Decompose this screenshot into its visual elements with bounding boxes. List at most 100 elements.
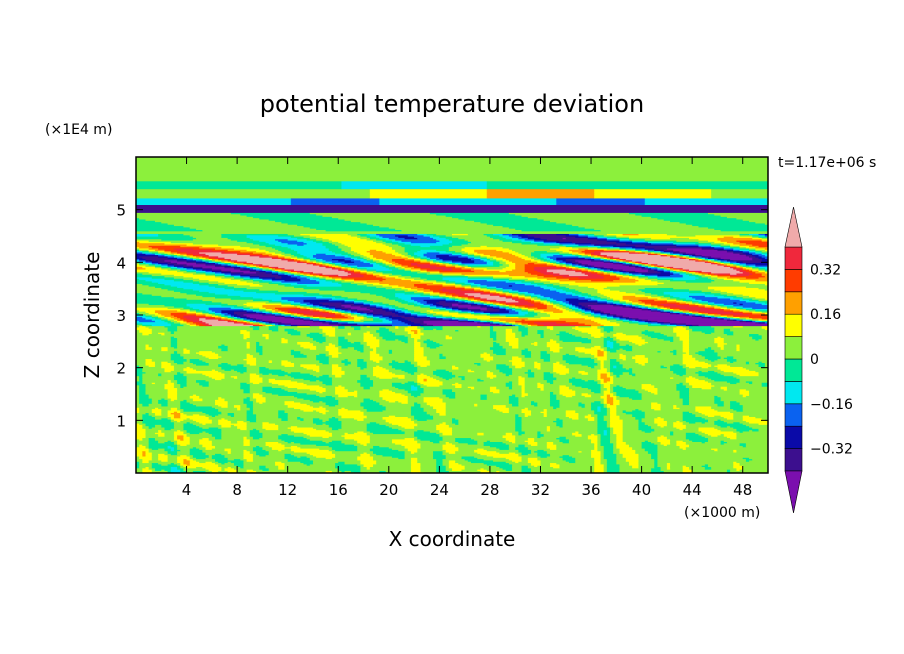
field-cell	[723, 401, 731, 404]
field-cell	[493, 320, 500, 323]
field-cell	[341, 420, 387, 423]
field-cell	[218, 409, 248, 412]
field-cell	[357, 395, 380, 398]
field-cell	[480, 320, 488, 323]
field-cell	[325, 407, 342, 410]
field-cell	[496, 470, 500, 473]
field-cell	[549, 462, 557, 465]
field-cell	[594, 445, 598, 448]
field-cell	[268, 325, 279, 328]
field-cell	[287, 390, 317, 392]
field-cell	[148, 345, 172, 348]
field-cell	[303, 397, 336, 400]
field-cell	[689, 334, 750, 337]
field-cell	[689, 342, 719, 345]
field-cell	[164, 384, 175, 387]
field-cell	[284, 455, 298, 458]
field-cell	[335, 397, 365, 400]
field-cell	[369, 438, 393, 441]
field-cell	[628, 321, 640, 324]
field-cell	[723, 341, 768, 344]
field-cell	[632, 413, 646, 416]
field-cell	[730, 469, 737, 471]
field-cell	[711, 405, 731, 408]
field-cell	[312, 337, 327, 340]
field-cell	[606, 330, 611, 333]
field-cell	[167, 459, 178, 462]
field-cell	[742, 466, 768, 469]
field-cell	[644, 449, 658, 452]
field-cell	[404, 328, 421, 331]
field-cell	[240, 404, 248, 407]
field-cell	[594, 365, 602, 367]
field-cell	[433, 455, 447, 458]
field-cell	[565, 395, 573, 398]
field-cell	[433, 457, 447, 460]
field-cell	[136, 361, 147, 363]
field-cell	[518, 382, 526, 385]
field-cell	[139, 329, 153, 332]
field-cell	[755, 370, 768, 373]
field-cell	[657, 449, 715, 452]
field-cell	[606, 347, 621, 350]
field-cell	[221, 405, 229, 408]
field-cell	[439, 353, 444, 356]
field-cell	[426, 403, 447, 406]
field-cell	[480, 354, 491, 357]
field-cell	[183, 399, 188, 402]
field-cell	[373, 463, 412, 466]
field-cell	[723, 433, 737, 436]
field-cell	[306, 354, 317, 357]
field-cell	[600, 407, 608, 410]
field-cell	[173, 433, 188, 436]
field-cell	[335, 449, 358, 452]
field-cell	[698, 411, 731, 414]
field-cell	[328, 409, 339, 412]
field-cell	[512, 394, 516, 396]
field-cell	[417, 459, 437, 462]
field-cell	[391, 447, 409, 450]
field-cell	[423, 350, 494, 353]
field-cell	[391, 359, 396, 362]
field-cell	[682, 342, 690, 345]
field-cell	[616, 349, 627, 352]
field-cell	[685, 351, 690, 354]
field-cell	[211, 457, 229, 460]
field-cell	[764, 321, 768, 324]
field-cell	[518, 450, 532, 453]
field-cell	[603, 465, 608, 468]
field-cell	[575, 457, 595, 460]
field-cell	[331, 447, 358, 450]
field-cell	[199, 321, 207, 324]
field-cell	[287, 374, 314, 377]
field-cell	[436, 466, 447, 469]
field-cell	[493, 404, 507, 407]
field-cell	[442, 392, 456, 395]
field-cell	[189, 401, 216, 404]
field-cell	[679, 336, 690, 338]
field-cell	[312, 454, 336, 457]
field-cell	[581, 405, 586, 408]
field-cell	[414, 349, 425, 352]
field-cell	[259, 367, 270, 370]
field-cell	[736, 432, 768, 435]
field-cell	[215, 459, 245, 462]
field-cell	[278, 325, 298, 328]
field-cell	[218, 365, 245, 367]
field-cell	[644, 333, 665, 336]
field-cell	[597, 438, 602, 441]
field-cell	[208, 469, 222, 471]
field-cell	[610, 407, 617, 410]
field-cell	[606, 355, 621, 358]
field-cell	[603, 463, 608, 466]
field-cell	[651, 455, 658, 458]
field-cell	[635, 408, 640, 411]
field-cell	[736, 433, 768, 436]
field-cell	[177, 371, 181, 374]
field-cell	[417, 367, 453, 370]
field-cell	[312, 338, 327, 341]
field-cell	[505, 329, 513, 332]
field-cell	[224, 462, 235, 465]
field-cell	[682, 415, 696, 417]
field-cell	[442, 382, 456, 385]
